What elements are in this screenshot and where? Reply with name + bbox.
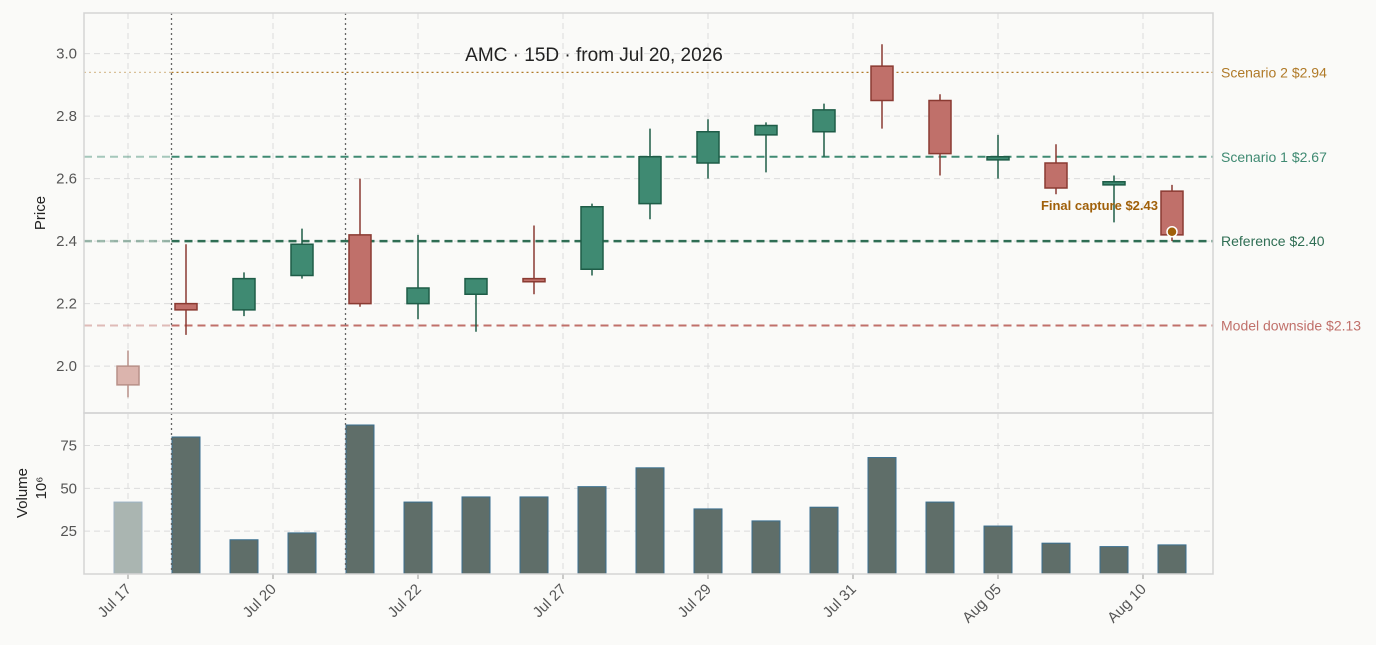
- volume-panel-frame: [83, 412, 1214, 575]
- volume-bar: [983, 525, 1013, 575]
- candle-body: [638, 156, 662, 205]
- candle-body: [580, 206, 604, 270]
- price-tick-label: 3.0: [56, 46, 77, 63]
- volume-bar: [1157, 544, 1187, 575]
- volume-bar: [577, 486, 607, 575]
- price-tick-label: 2.4: [56, 233, 77, 250]
- price-tick-label: 2.0: [56, 358, 77, 375]
- candle-body: [290, 243, 314, 277]
- candle-body: [928, 99, 952, 155]
- candle-body: [174, 302, 198, 311]
- final-capture-marker: [1166, 226, 1178, 238]
- volume-tick-label: 75: [60, 438, 77, 455]
- volume-bar: [519, 496, 549, 575]
- level-label: Scenario 2 $2.94: [1221, 64, 1327, 80]
- candle-body: [696, 131, 720, 164]
- volume-unit-label: 10⁶: [33, 477, 50, 500]
- level-label: Scenario 1 $2.67: [1221, 149, 1327, 165]
- marks-layer: [113, 44, 1187, 575]
- candle-body: [986, 156, 1010, 161]
- volume-bar: [403, 501, 433, 575]
- volume-bar: [461, 496, 491, 575]
- volume-bar: [1041, 542, 1071, 575]
- price-tick-label: 2.6: [56, 171, 77, 188]
- volume-bar: [1099, 546, 1129, 575]
- price-axis-title: Price: [32, 196, 49, 230]
- candle-body: [1044, 162, 1068, 189]
- volume-bar: [113, 501, 143, 575]
- volume-bar: [867, 457, 897, 575]
- price-panel-background: [84, 13, 1213, 413]
- volume-bar: [693, 508, 723, 575]
- volume-bar: [635, 467, 665, 575]
- candle-body: [406, 287, 430, 305]
- volume-bar: [751, 520, 781, 575]
- final-capture-label: Final capture $2.43: [1041, 198, 1158, 213]
- volume-tick-label: 25: [60, 523, 77, 540]
- candle-body: [348, 234, 372, 305]
- price-tick-label: 2.2: [56, 296, 77, 313]
- level-label: Model downside $2.13: [1221, 318, 1361, 334]
- volume-tick-label: 50: [60, 480, 77, 497]
- volume-axis-title: Volume: [14, 468, 31, 518]
- candle-body: [754, 124, 778, 136]
- level-label: Reference $2.40: [1221, 233, 1325, 249]
- volume-bar: [925, 501, 955, 575]
- price-tick-label: 2.8: [56, 108, 77, 125]
- levels-layer: [84, 71, 1213, 327]
- candle-body: [232, 277, 256, 311]
- volume-bar: [345, 424, 375, 575]
- candle-body: [870, 65, 894, 102]
- candle-body: [812, 109, 836, 133]
- candle-body: [1102, 181, 1126, 186]
- volume-bar: [171, 436, 201, 575]
- chart-title: AMC · 15D · from Jul 20, 2026: [465, 45, 723, 66]
- grid-layer: [84, 13, 1213, 579]
- candle-body: [522, 277, 546, 283]
- frame-layer: [83, 12, 1214, 575]
- volume-bar: [287, 532, 317, 575]
- volume-bar: [809, 506, 839, 575]
- candle-body: [464, 277, 488, 295]
- candle-body: [116, 365, 140, 386]
- volume-bar: [229, 539, 259, 575]
